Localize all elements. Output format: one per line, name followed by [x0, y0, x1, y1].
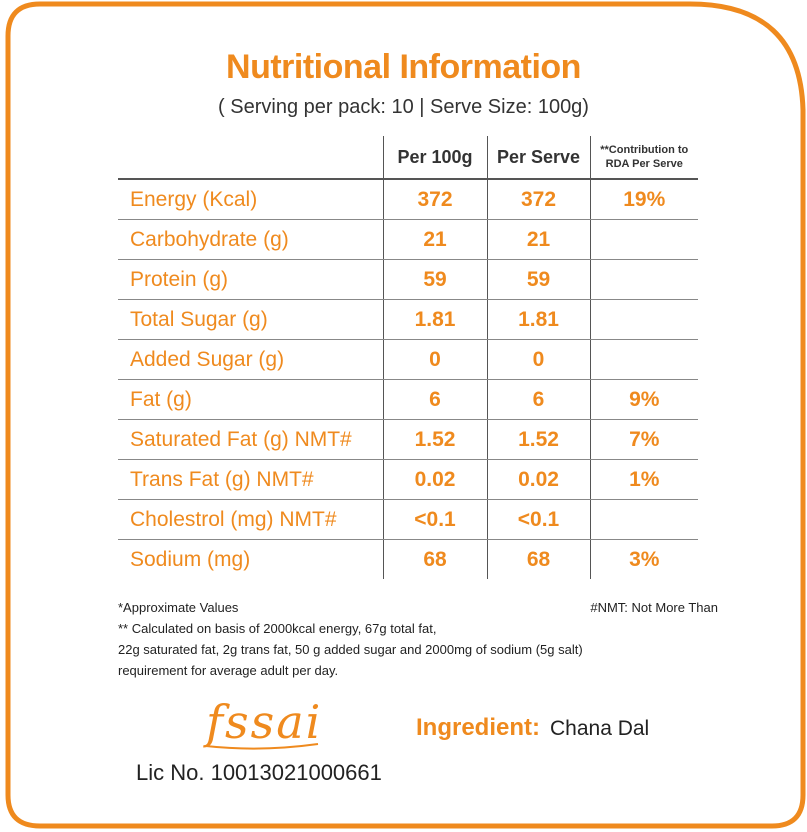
serving-info: ( Serving per pack: 10 | Serve Size: 100…	[218, 96, 589, 118]
per-100g-value: 21	[382, 219, 487, 260]
rda-value	[589, 339, 698, 380]
per-serve-value: 1.52	[486, 419, 590, 460]
nutrient-name: Carbohydrate (g)	[118, 219, 383, 260]
table-row: Total Sugar (g) 1.81 1.81	[118, 299, 698, 340]
col-per-100g: Per 100g	[382, 136, 487, 179]
header-empty	[118, 136, 383, 179]
per-100g-value: 372	[382, 178, 487, 220]
ingredient-value: Chana Dal	[550, 717, 650, 740]
per-serve-value: 1.81	[486, 299, 590, 340]
page-title: Nutritional Information	[226, 48, 581, 86]
footnote-line-3: requirement for average adult per day.	[118, 663, 339, 678]
table-row: Added Sugar (g) 0 0	[118, 339, 698, 380]
footnote-line-1: ** Calculated on basis of 2000kcal energ…	[118, 621, 437, 636]
table-row: Cholestrol (mg) NMT# <0.1 <0.1	[118, 499, 698, 540]
col-rda-label: **Contribution to RDA Per Serve	[600, 144, 689, 170]
per-serve-value: 68	[486, 539, 590, 579]
nutrient-name: Protein (g)	[118, 259, 383, 300]
rda-value	[589, 299, 698, 340]
footnote-approx: *Approximate Values	[118, 600, 239, 615]
per-100g-value: 0	[382, 339, 487, 380]
per-100g-value: 6	[382, 379, 487, 420]
license-number: Lic No. 10013021000661	[136, 760, 382, 785]
table-header-row: Per 100g Per Serve **Contribution to RDA…	[118, 136, 698, 179]
nutrient-name: Added Sugar (g)	[118, 339, 383, 380]
per-100g-value: 1.81	[382, 299, 487, 340]
per-100g-value: <0.1	[382, 499, 487, 540]
per-serve-value: <0.1	[486, 499, 590, 540]
nutrient-name: Sodium (mg)	[130, 547, 251, 571]
table-row: Carbohydrate (g) 21 21	[118, 219, 698, 260]
per-serve-value: 372	[486, 178, 590, 220]
per-serve-value: 0	[486, 339, 590, 380]
per-100g-value: 0.02	[382, 459, 487, 500]
rda-value: 9%	[589, 379, 698, 420]
rda-value: 19%	[589, 178, 698, 220]
nutrient-name: Energy (Kcal)	[118, 178, 383, 220]
footnote-nmt: #NMT: Not More Than	[590, 600, 718, 615]
fssai-logo: fssai	[203, 695, 322, 750]
rda-value	[589, 219, 698, 260]
table-row: Sodium (mg) 68 68 3%	[118, 539, 698, 579]
per-100g-value: 59	[382, 259, 487, 300]
nutrient-name: Trans Fat (g) NMT#	[118, 459, 383, 500]
table-row: Trans Fat (g) NMT# 0.02 0.02 1%	[118, 459, 698, 500]
rda-value: 1%	[589, 459, 698, 500]
col-per-serve: Per Serve	[486, 136, 590, 179]
rda-value: 3%	[589, 539, 698, 579]
nutrient-name: Total Sugar (g)	[118, 299, 383, 340]
table-row: Saturated Fat (g) NMT# 1.52 1.52 7%	[118, 419, 698, 460]
per-serve-value: 59	[486, 259, 590, 300]
col-rda: **Contribution to RDA Per Serve	[589, 136, 698, 179]
fssai-logo-text: fssai	[203, 695, 322, 749]
table-row: Protein (g) 59 59	[118, 259, 698, 300]
nutrition-rows: Energy (Kcal) 372 372 19% Carbohydrate (g) 21…	[118, 178, 698, 579]
ingredient-label: Ingredient:	[416, 714, 540, 741]
per-100g-value: 1.52	[382, 419, 487, 460]
table-row: Energy (Kcal) 372 372 19%	[118, 178, 698, 220]
per-100g-value: 68	[382, 539, 487, 579]
per-serve-value: 21	[486, 219, 590, 260]
nutrient-name: Fat (g)	[118, 379, 383, 420]
table-row: Fat (g) 6 6 9%	[118, 379, 698, 420]
footnotes: *Approximate Values #NMT: Not More Than …	[118, 597, 718, 681]
rda-value: 7%	[589, 419, 698, 460]
rda-value	[589, 499, 698, 540]
per-serve-value: 0.02	[486, 459, 590, 500]
nutrition-table: Per 100g Per Serve **Contribution to RDA…	[118, 136, 698, 579]
ingredient-line: Ingredient: Chana Dal	[416, 714, 649, 742]
per-serve-value: 6	[486, 379, 590, 420]
rda-value	[589, 259, 698, 300]
nutrient-name: Cholestrol (mg) NMT#	[118, 499, 383, 540]
nutrient-name: Saturated Fat (g) NMT#	[118, 419, 383, 460]
footnote-line-2: 22g saturated fat, 2g trans fat, 50 g ad…	[118, 642, 583, 657]
